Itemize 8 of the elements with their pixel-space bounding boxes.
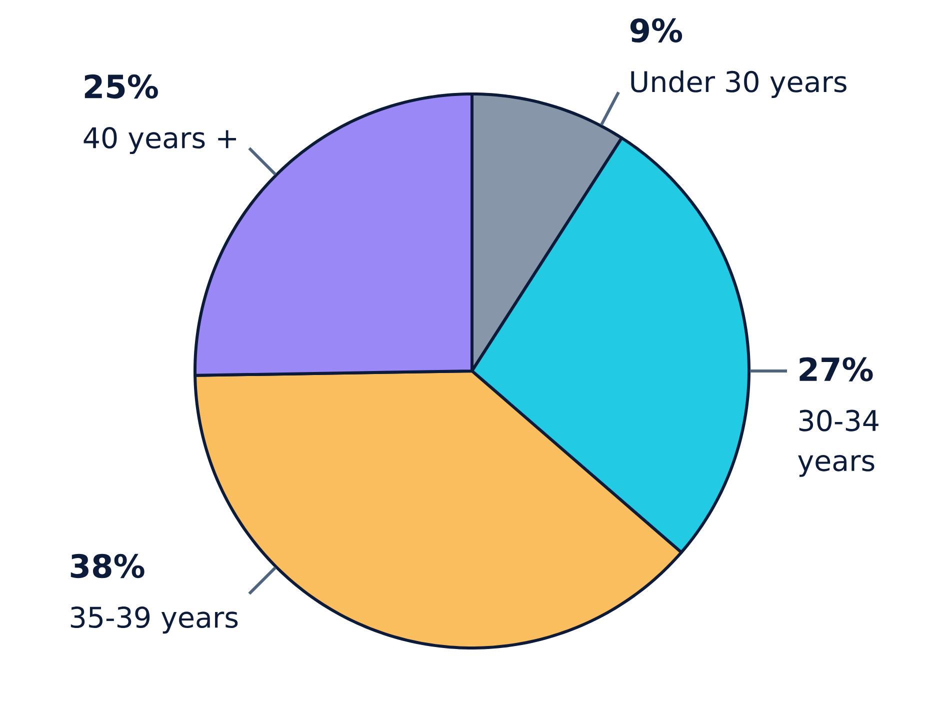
slice-label: 30-34 years xyxy=(798,410,878,477)
data-label: 27% xyxy=(800,357,873,382)
slice-label: 35-39 years xyxy=(70,606,238,634)
data-label: 38% xyxy=(70,554,144,578)
data-label: 25% xyxy=(84,74,158,99)
slice-label: Under 30 years xyxy=(631,70,846,98)
data-label: 9% xyxy=(630,18,682,42)
slice-label: 40 years + xyxy=(84,126,236,154)
